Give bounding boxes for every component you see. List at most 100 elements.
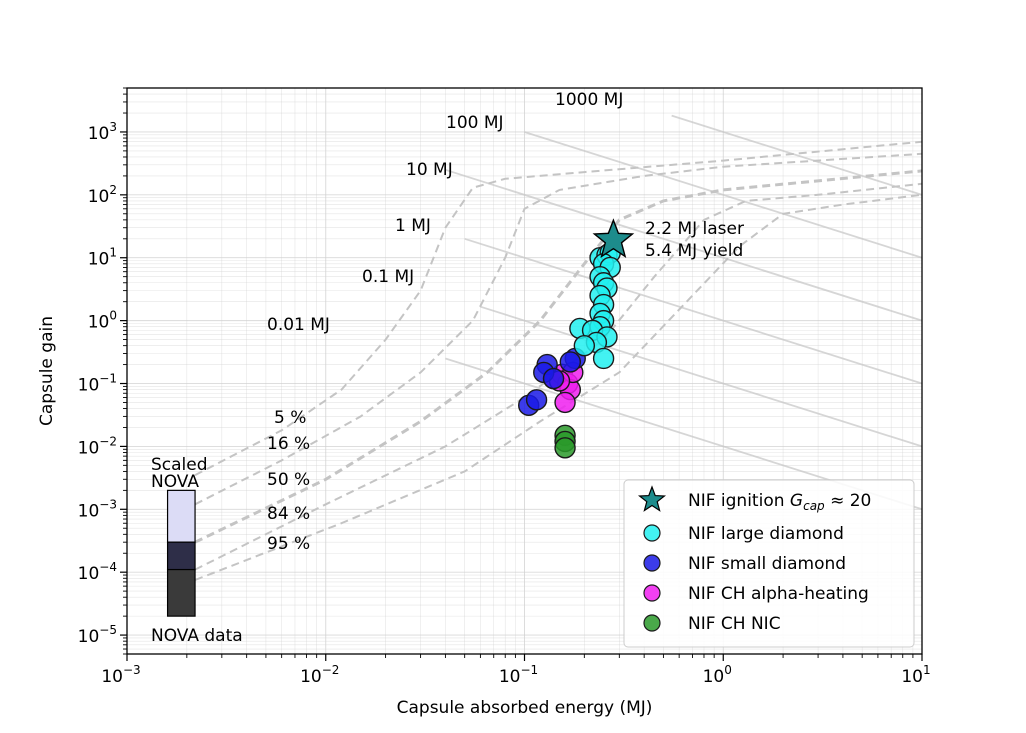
x-tick-exponent: 1 <box>923 663 931 677</box>
yield-line-label: 0.01 MJ <box>267 315 330 335</box>
y-tick-base: 10 <box>78 438 100 458</box>
x-tick-label: 100 <box>703 663 732 687</box>
ignition-annotation-line2: 5.4 MJ yield <box>645 241 743 261</box>
legend-math-subscript: cap <box>803 499 825 513</box>
legend-label: NIF CH NIC <box>688 614 781 634</box>
labels: Capsule absorbed energy (MJ) Capsule gai… <box>37 219 744 718</box>
nova-box <box>166 568 196 617</box>
legend-box <box>623 479 915 648</box>
y-tick-base: 10 <box>88 250 110 270</box>
y-tick-base: 10 <box>78 627 100 647</box>
legend-label: NIF ignition Gcap ≈ 20 <box>688 491 871 513</box>
x-tick-exponent: −2 <box>322 663 340 677</box>
legend-label: NIF small diamond <box>688 554 846 574</box>
y-tick-label: 101 <box>88 246 117 270</box>
yield-line-label: 0.1 MJ <box>362 267 414 287</box>
y-tick-base: 10 <box>88 313 110 333</box>
percentile-curve <box>194 169 923 544</box>
percentile-curve <box>194 193 923 581</box>
y-tick-label: 10−1 <box>78 372 117 396</box>
y-tick-label: 10−2 <box>78 434 117 458</box>
x-tick-exponent: −1 <box>520 663 538 677</box>
yield-line-label: 10 MJ <box>406 160 453 180</box>
y-tick-exponent: 0 <box>109 309 117 323</box>
percentile-label: 95 % <box>267 534 310 554</box>
percentile-label: 5 % <box>274 408 306 428</box>
yield-line <box>671 114 923 196</box>
yield-line-label: 100 MJ <box>446 113 504 133</box>
x-tick-base: 10 <box>300 667 322 687</box>
y-tick-exponent: −2 <box>99 434 117 448</box>
data-series <box>518 218 635 459</box>
x-tick-base: 10 <box>101 667 123 687</box>
legend-math-symbol: G <box>790 491 803 511</box>
y-tick-label: 100 <box>88 309 117 333</box>
yield-line-label: 1000 MJ <box>555 90 623 110</box>
legend-text: NIF CH alpha-heating <box>688 584 869 604</box>
y-tick-exponent: 3 <box>109 120 117 134</box>
x-tick-exponent: 0 <box>724 663 732 677</box>
x-tick-base: 10 <box>901 667 923 687</box>
y-axis-label: Capsule gain <box>37 316 57 426</box>
y-tick-label: 10−5 <box>78 623 117 647</box>
series-point <box>559 351 582 373</box>
yield-line <box>464 237 923 385</box>
y-tick-exponent: −4 <box>99 560 117 574</box>
percentile-label: 84 % <box>267 504 310 524</box>
x-tick-base: 10 <box>499 667 521 687</box>
y-tick-label: 103 <box>88 120 117 144</box>
legend-text: NIF CH NIC <box>688 614 781 634</box>
series-point <box>554 391 576 414</box>
nova-boxes <box>166 489 196 617</box>
y-tick-label: 102 <box>88 183 117 207</box>
percentile-curves: 5 % 16 % 50 % 84 % 95 % <box>194 140 923 581</box>
percentile-curve <box>194 140 923 476</box>
legend-star-marker <box>637 485 667 512</box>
legend-text: NIF ignition <box>688 491 790 511</box>
series-point <box>592 347 615 370</box>
y-tick-base: 10 <box>88 187 110 207</box>
y-tick-base: 10 <box>78 376 100 396</box>
ignition-annotation-line1: 2.2 MJ laser <box>645 219 744 239</box>
percentile-label: 50 % <box>267 470 310 490</box>
legend-marker <box>643 614 661 632</box>
nova-scaled-label-line2: NOVA <box>151 472 199 492</box>
nova-data-label: NOVA data <box>151 626 243 646</box>
legend-math-tail: ≈ 20 <box>825 491 872 511</box>
x-tick-label: 10−1 <box>499 663 538 687</box>
yield-line-label: 1 MJ <box>395 216 431 236</box>
axis-ticks: 10−3 10−2 10−1 100 10110−510−410−310−210−110… <box>78 87 931 687</box>
legend-label: NIF CH alpha-heating <box>688 584 869 604</box>
legend-label: NIF large diamond <box>688 524 844 544</box>
y-tick-exponent: 1 <box>109 246 117 260</box>
y-tick-exponent: −5 <box>99 623 117 637</box>
x-tick-label: 10−2 <box>300 663 339 687</box>
y-tick-base: 10 <box>88 124 110 144</box>
legend-marker <box>643 554 661 572</box>
x-tick-base: 10 <box>703 667 725 687</box>
series-point <box>542 367 565 390</box>
x-tick-label: 101 <box>901 663 930 687</box>
y-tick-label: 10−4 <box>78 560 117 584</box>
legend-text: NIF large diamond <box>688 524 844 544</box>
percentile-curve <box>194 152 923 506</box>
legend-text: NIF small diamond <box>688 554 846 574</box>
yield-line <box>445 168 923 322</box>
yield-line <box>480 305 923 448</box>
yield-line <box>524 131 923 259</box>
percentile-curve <box>194 182 923 571</box>
x-tick-exponent: −3 <box>123 663 141 677</box>
y-tick-exponent: −1 <box>99 372 117 386</box>
x-tick-label: 10−3 <box>101 663 140 687</box>
ignition-star-point <box>592 218 635 258</box>
series-point <box>554 437 576 459</box>
percentile-label: 16 % <box>267 434 310 454</box>
legend: NIF ignition Gcap ≈ 20 NIF large diamond N… <box>623 479 915 648</box>
y-tick-exponent: −3 <box>99 497 117 511</box>
y-tick-base: 10 <box>78 564 100 584</box>
y-tick-exponent: 2 <box>109 183 117 197</box>
y-tick-base: 10 <box>78 501 100 521</box>
nova-box <box>166 541 196 571</box>
x-axis-label: Capsule absorbed energy (MJ) <box>397 698 653 718</box>
